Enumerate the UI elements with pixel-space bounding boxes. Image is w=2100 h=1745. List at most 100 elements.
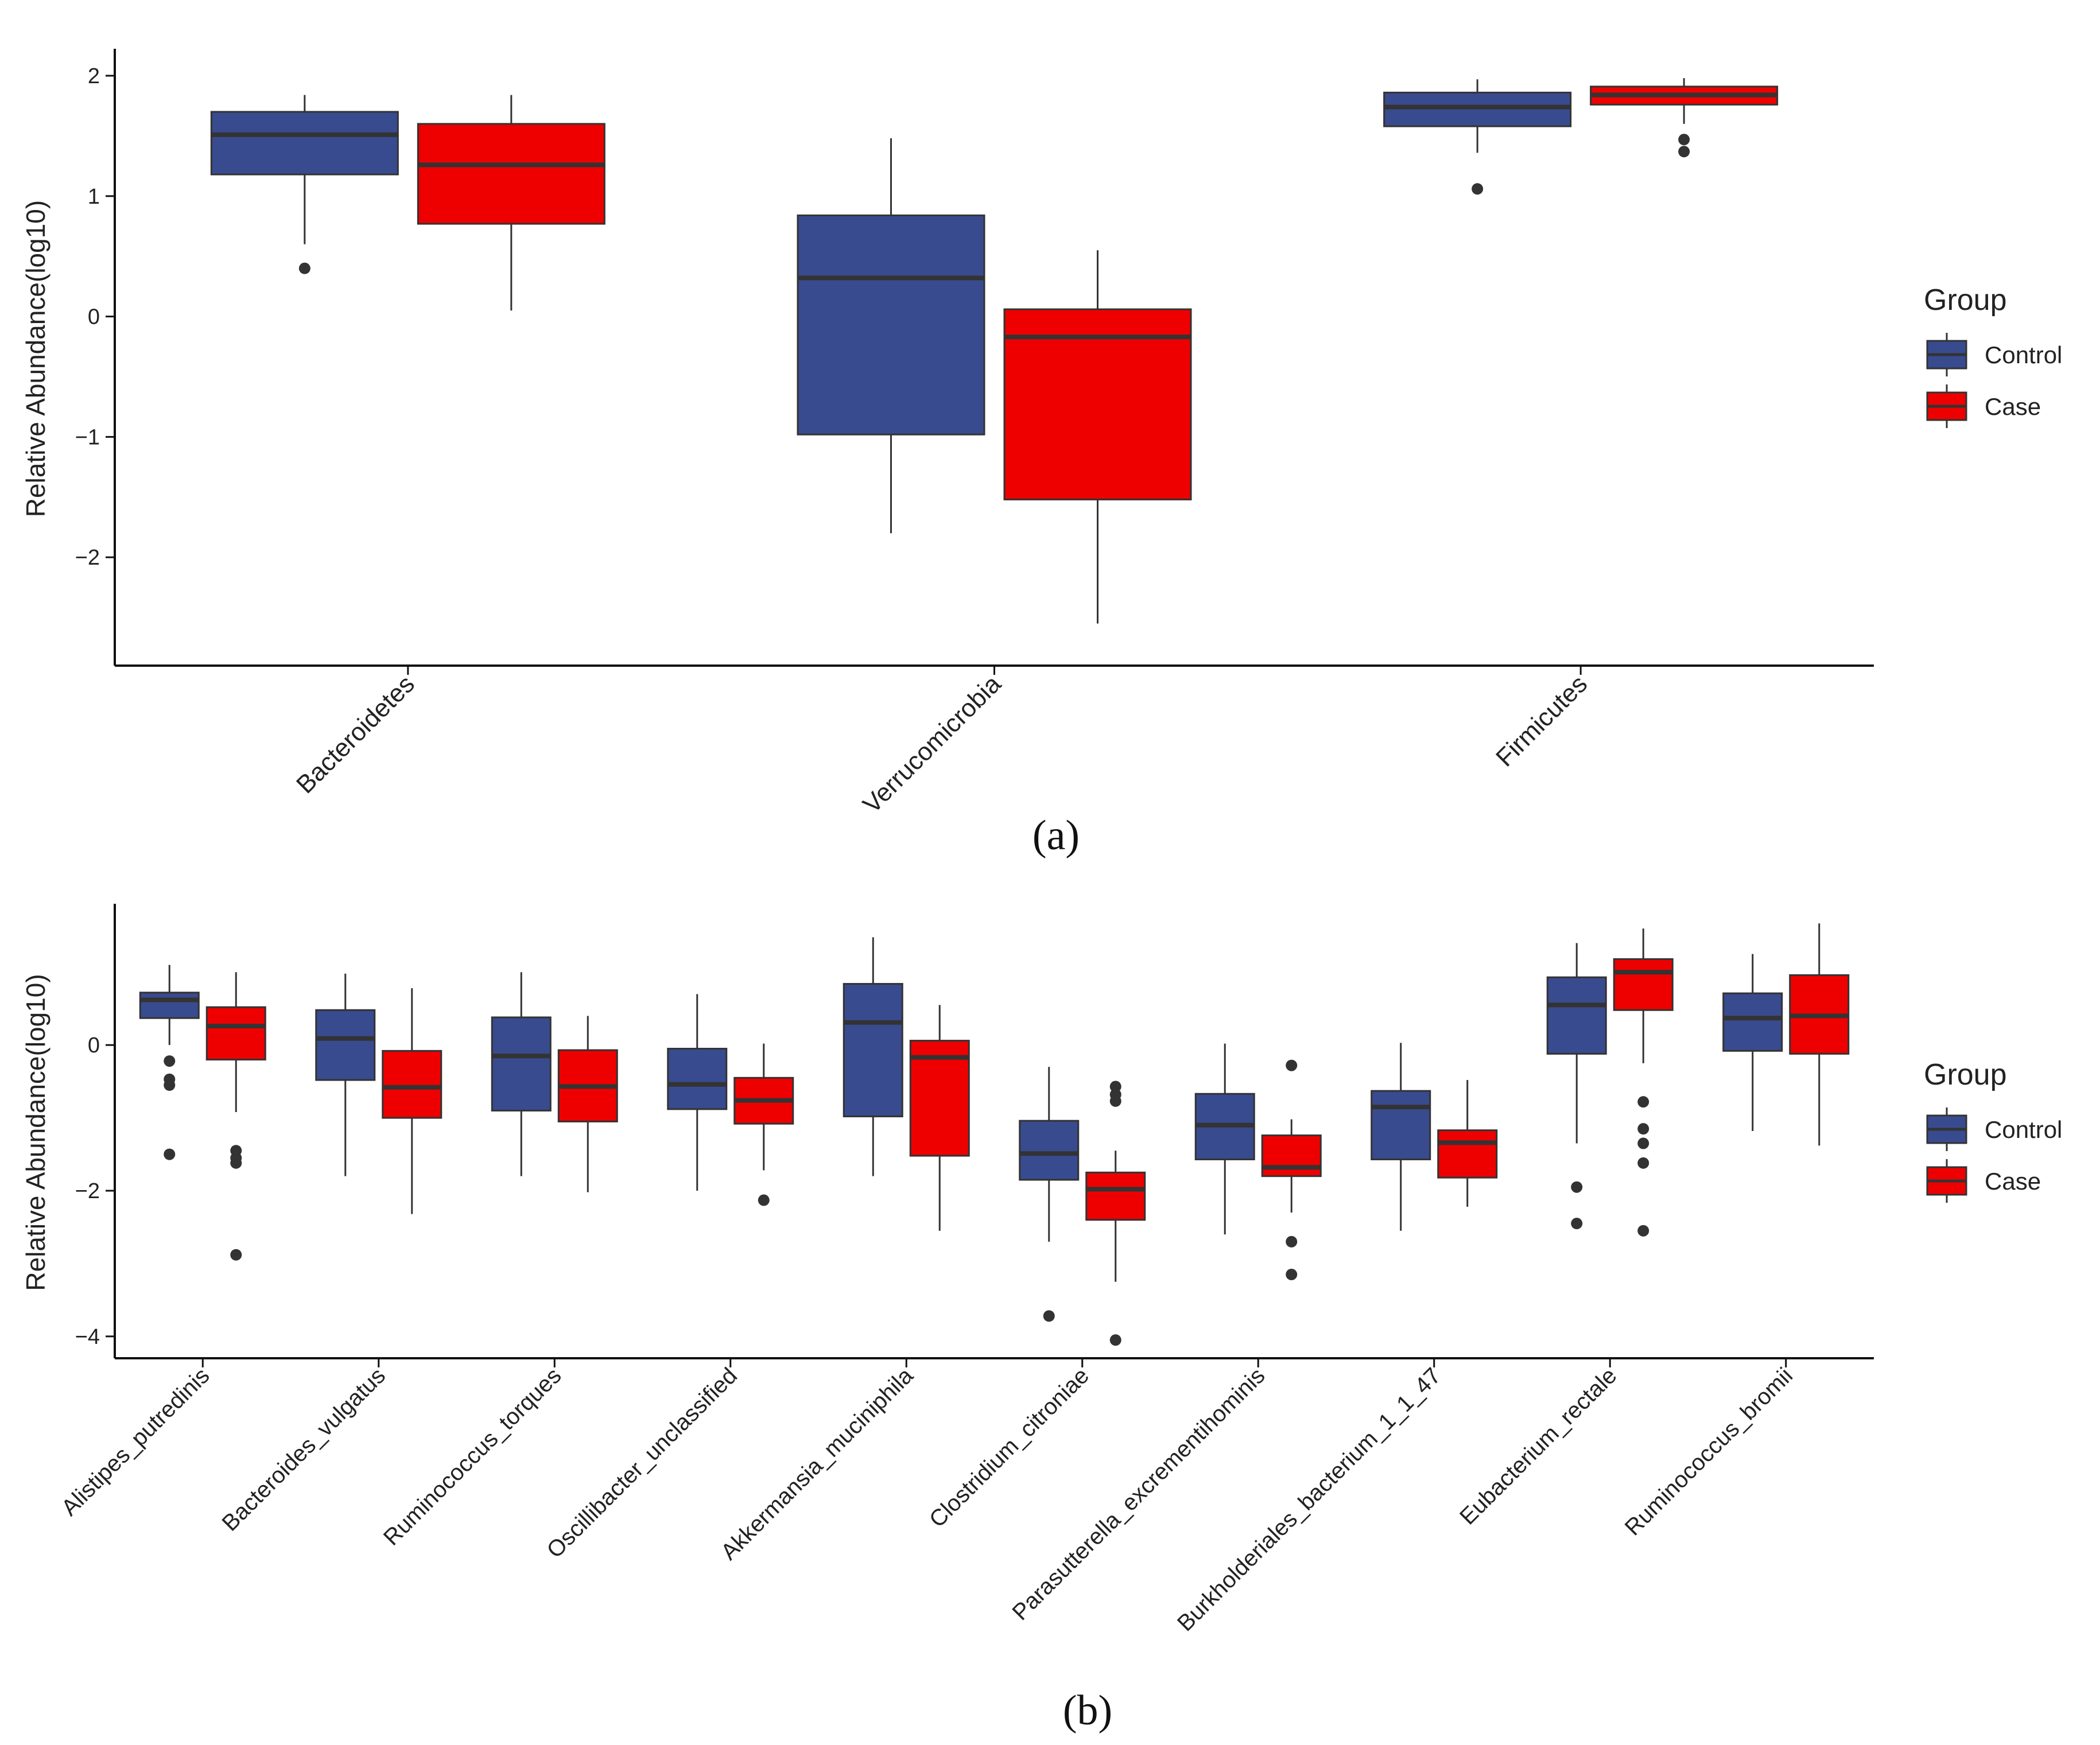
box-control-8 (1546, 943, 1607, 1230)
outlier-point (1043, 1310, 1055, 1322)
legend-title: Group (1924, 1058, 2007, 1091)
panel-a: −2 −1 0 1 2 Relative Abundance(log10) Bacteroi… (21, 49, 2062, 859)
box-control-0 (139, 965, 200, 1160)
outlier-point (1109, 1334, 1121, 1346)
outlier-point (1678, 134, 1690, 146)
y-tick-label: −4 (75, 1325, 100, 1349)
box-iqr (315, 1009, 376, 1081)
box-iqr (1261, 1134, 1322, 1177)
box-iqr (797, 214, 985, 436)
box-iqr (139, 992, 200, 1019)
box-case-0 (417, 95, 605, 311)
y-tick-label: 0 (88, 305, 100, 329)
box-control-4 (843, 937, 903, 1176)
y-tick-label: −2 (75, 546, 100, 570)
box-control-6 (1194, 1043, 1255, 1235)
box-case-9 (1789, 923, 1850, 1146)
outlier-point (1571, 1218, 1583, 1230)
outlier-point (1286, 1059, 1298, 1071)
x-tick-label: Oscillibacter_unclassified (542, 1363, 742, 1563)
outlier-point (1109, 1095, 1121, 1107)
legend-label-case: Case (1985, 1168, 2041, 1195)
box-control-2 (491, 972, 552, 1176)
box-iqr (205, 1006, 266, 1061)
panel-label: (b) (1063, 1687, 1112, 1734)
y-tick-label: −1 (75, 425, 100, 449)
y-tick-label: 1 (88, 185, 100, 209)
outlier-point (1286, 1269, 1298, 1281)
panel-label: (a) (1032, 812, 1080, 859)
outlier-point (164, 1148, 176, 1160)
x-tick-label: Firmicutes (1490, 670, 1593, 772)
outlier-point (230, 1249, 242, 1261)
outlier-point (298, 262, 310, 274)
x-tick-label: Bacteroides_vulgatus (218, 1363, 391, 1536)
box-iqr (417, 123, 605, 225)
box-iqr (1019, 1120, 1080, 1181)
legend-title: Group (1924, 283, 2007, 317)
outlier-point (758, 1194, 770, 1206)
box-case-2 (557, 1016, 618, 1192)
outlier-point (1637, 1157, 1649, 1169)
x-tick-label: Alistipes_putredinis (57, 1363, 215, 1521)
x-tick-label: Akkermansia_muciniphila (716, 1363, 918, 1565)
x-tick-label: Ruminococcus_bromii (1620, 1363, 1798, 1540)
box-control-3 (667, 994, 728, 1191)
x-tick-label: Clostridium_citroniae (925, 1363, 1094, 1532)
outlier-point (164, 1055, 176, 1067)
panel-b: −4 −2 0 Relative Abundance(log10) Alistipes_… (21, 904, 2062, 1734)
outlier-point (1109, 1081, 1121, 1093)
legend: Group Control Case (1924, 283, 2062, 428)
box-case-4 (909, 1005, 970, 1231)
legend-label-control: Control (1985, 1116, 2062, 1143)
outlier-point (1637, 1123, 1649, 1135)
box-case-0 (205, 972, 266, 1261)
box-control-1 (797, 138, 985, 534)
box-iqr (210, 111, 399, 176)
box-iqr (1722, 992, 1783, 1052)
box-iqr (1371, 1090, 1431, 1160)
outlier-point (1637, 1225, 1649, 1237)
box-control-7 (1371, 1043, 1431, 1231)
box-iqr (909, 1040, 970, 1157)
outlier-point (1286, 1235, 1298, 1247)
legend-label-case: Case (1985, 393, 2041, 420)
box-case-8 (1613, 928, 1674, 1237)
box-iqr (1085, 1171, 1146, 1221)
box-case-3 (733, 1043, 794, 1206)
box-case-2 (1590, 78, 1779, 158)
box-case-5 (1085, 1081, 1146, 1346)
box-iqr (1003, 308, 1192, 500)
box-iqr (1613, 958, 1674, 1011)
box-case-6 (1261, 1059, 1322, 1281)
box-control-5 (1019, 1067, 1080, 1322)
box-iqr (1437, 1129, 1498, 1179)
outlier-point (1637, 1137, 1649, 1149)
y-tick-label: 0 (88, 1033, 100, 1058)
box-case-7 (1437, 1080, 1498, 1207)
y-tick-label: 2 (88, 64, 100, 88)
outlier-point (230, 1157, 242, 1169)
box-iqr (667, 1048, 728, 1110)
box-case-1 (1003, 250, 1192, 624)
x-tick-label: Verrucomicrobia (857, 670, 1007, 819)
y-tick-label: −2 (75, 1179, 100, 1203)
box-iqr (843, 983, 903, 1118)
box-case-1 (382, 988, 442, 1214)
box-control-0 (210, 95, 399, 274)
box-iqr (1383, 91, 1572, 127)
box-iqr (491, 1016, 552, 1111)
legend: Group Control Case (1924, 1058, 2062, 1203)
box-control-9 (1722, 954, 1783, 1131)
outlier-point (1678, 146, 1690, 158)
y-axis-title: Relative Abundance(log10) (21, 974, 51, 1291)
outlier-point (1637, 1096, 1649, 1108)
box-control-2 (1383, 79, 1572, 195)
box-control-1 (315, 973, 376, 1176)
x-tick-label: Bacteroidetes (291, 670, 420, 799)
x-tick-label: Eubacterium_rectale (1455, 1363, 1622, 1530)
box-iqr (1546, 976, 1607, 1055)
legend-label-control: Control (1985, 341, 2062, 368)
x-tick-label: Ruminococcus_torques (379, 1363, 566, 1550)
